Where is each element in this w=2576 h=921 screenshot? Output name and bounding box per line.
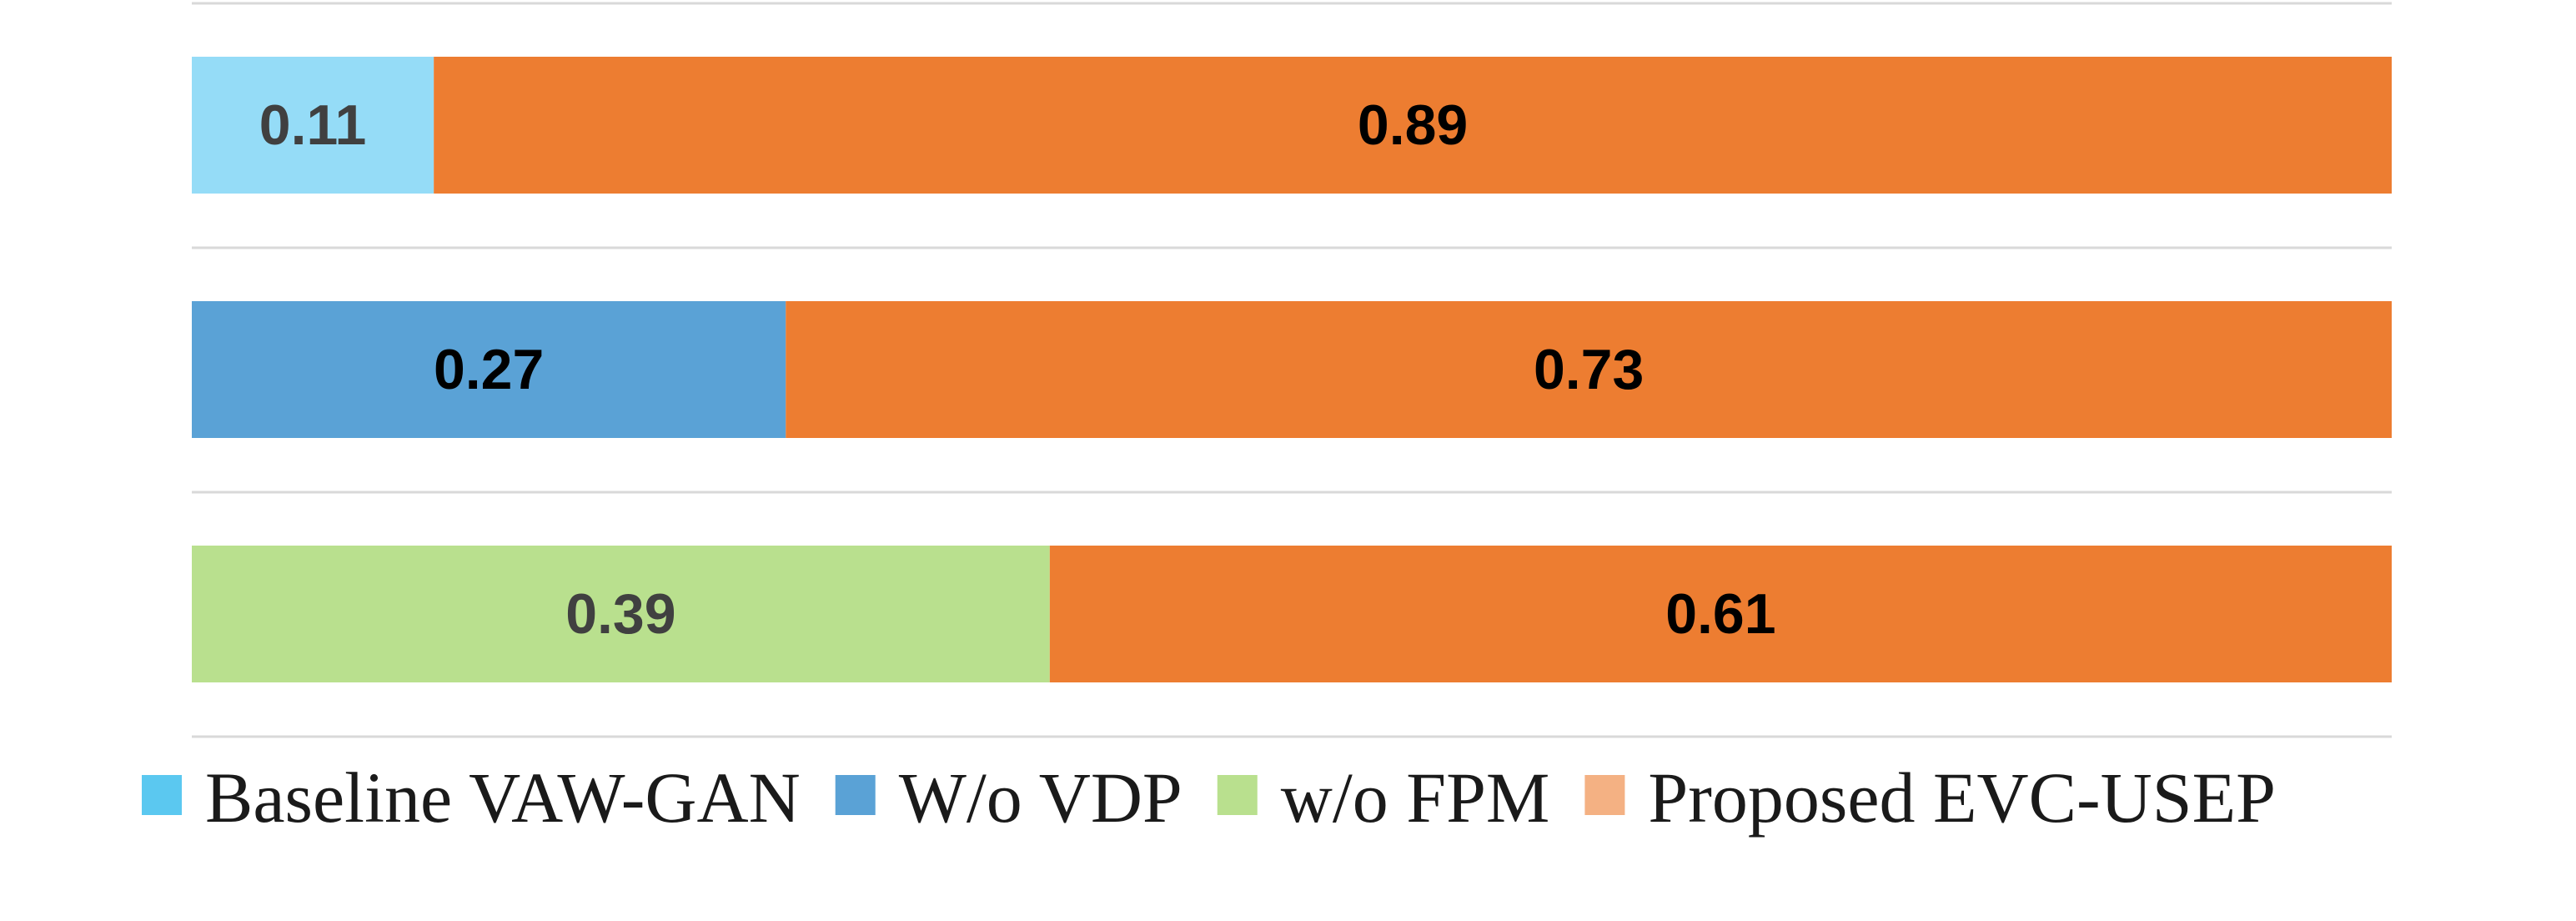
legend-swatch <box>1217 775 1258 815</box>
data-label: 0.89 <box>1358 93 1468 157</box>
bar-1-proposed-evc-usep <box>434 57 2393 194</box>
gridlines <box>192 2 2392 738</box>
legend: Baseline VAW-GAN W/o VDP w/o FPM Proposed E… <box>142 757 2276 838</box>
data-label: 0.39 <box>565 582 675 646</box>
legend-label: W/o VDP <box>899 757 1183 838</box>
data-label: 0.11 <box>259 93 367 157</box>
legend-label: Baseline VAW-GAN <box>205 757 801 838</box>
legend-swatch <box>835 775 876 815</box>
bar-3-w-o-fpm <box>192 546 1050 682</box>
bar-2-proposed-evc-usep <box>786 301 2392 438</box>
legend-label: Proposed EVC-USEP <box>1648 757 2276 838</box>
legend-swatch <box>142 775 182 815</box>
bar-2-w-o-vdp <box>192 301 786 438</box>
data-label: 0.27 <box>434 338 544 401</box>
legend-swatch <box>1584 775 1625 815</box>
bar-1-baseline-vaw-gan <box>192 57 434 194</box>
bars: 0.11 0.89 0.27 0.73 0.39 0.61 <box>192 57 2393 682</box>
data-label: 0.73 <box>1534 338 1644 401</box>
legend-label: w/o FPM <box>1281 757 1550 838</box>
data-label: 0.61 <box>1665 582 1775 646</box>
bar-3-proposed-evc-usep <box>1049 546 2392 682</box>
